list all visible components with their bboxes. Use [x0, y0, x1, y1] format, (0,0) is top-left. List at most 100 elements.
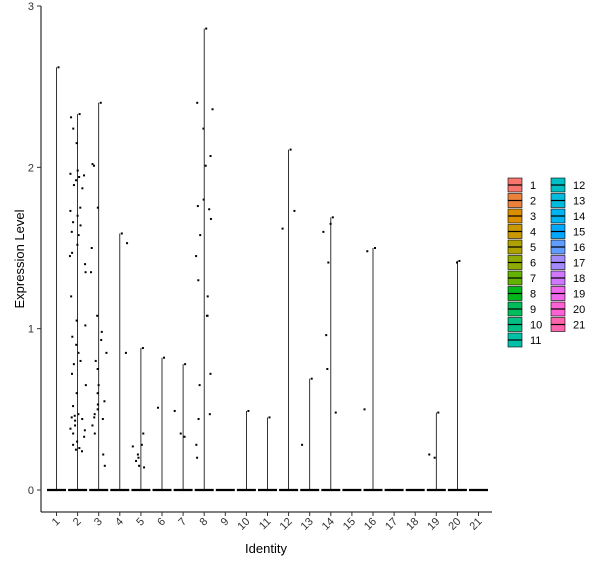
point	[97, 384, 100, 387]
point	[301, 443, 304, 446]
legend-label: 19	[573, 289, 585, 301]
legend-item-15: 15	[550, 224, 585, 239]
point	[84, 384, 87, 387]
point	[72, 432, 75, 435]
point	[84, 271, 87, 274]
legend-item-2: 2	[507, 193, 536, 208]
point	[74, 419, 77, 422]
y-axis-title: Expression Level	[12, 209, 27, 308]
point	[206, 295, 209, 298]
point	[102, 453, 105, 456]
point	[140, 443, 143, 446]
legend-label: 17	[573, 258, 585, 270]
legend-label: 15	[573, 227, 585, 239]
point	[208, 208, 211, 211]
x-ticks: 1 2 3 4 5 6 7 8 9 10 11 12 13 14 15 16 17 18 19 20 21	[50, 512, 485, 533]
point	[199, 234, 202, 237]
legend-label: 8	[530, 289, 536, 301]
legend-label: 21	[573, 320, 585, 332]
point	[73, 414, 76, 417]
legend-label: 7	[530, 273, 536, 285]
legend-label: 16	[573, 242, 585, 254]
legend-item-8: 8	[507, 286, 536, 301]
x-axis-title: Identity	[245, 541, 287, 556]
point	[195, 443, 198, 446]
point	[326, 368, 329, 370]
legend-item-20: 20	[550, 301, 585, 317]
point	[124, 351, 127, 354]
point	[202, 198, 205, 201]
point	[366, 250, 369, 253]
point	[70, 295, 73, 298]
x-tick-label-19: 19	[425, 516, 442, 533]
point	[195, 255, 198, 258]
point	[70, 116, 73, 119]
point	[331, 216, 334, 219]
x-tick-label-13: 13	[299, 516, 316, 533]
x-tick-label-3: 3	[92, 516, 105, 529]
x-tick-label-16: 16	[362, 516, 379, 533]
point	[91, 424, 94, 427]
point	[428, 453, 431, 456]
point	[96, 368, 99, 370]
y-tick-label-3: 3	[28, 1, 34, 13]
point	[327, 261, 330, 264]
point	[94, 359, 97, 362]
point	[131, 445, 134, 448]
point	[74, 424, 77, 427]
point	[456, 261, 459, 264]
point	[322, 230, 325, 233]
legend-item-4: 4	[507, 224, 536, 239]
legend-label: 6	[530, 258, 536, 270]
legend-label: 5	[530, 242, 536, 254]
point	[374, 247, 376, 249]
point	[334, 411, 337, 414]
point	[77, 351, 80, 354]
point	[143, 466, 146, 469]
point	[76, 214, 79, 217]
legend-item-11: 11	[507, 332, 541, 348]
legend-item-21: 21	[550, 317, 585, 332]
x-tick-label-2: 2	[71, 516, 84, 529]
point	[76, 169, 79, 172]
points-layer	[57, 27, 461, 469]
legend-item-6: 6	[507, 255, 536, 270]
legend-label: 3	[530, 211, 536, 223]
point	[103, 400, 106, 403]
x-tick-label-20: 20	[446, 516, 463, 533]
x-tick-label-18: 18	[404, 516, 421, 533]
point	[93, 164, 96, 167]
x-tick-label-14: 14	[320, 516, 337, 533]
point	[78, 113, 81, 116]
point	[81, 418, 84, 421]
point	[183, 435, 186, 438]
x-tick-label-15: 15	[341, 516, 358, 533]
legend-label: 4	[530, 227, 536, 239]
legend-item-13: 13	[550, 193, 585, 208]
legend-label: 11	[530, 335, 541, 347]
point	[81, 187, 84, 190]
point	[90, 247, 93, 249]
point	[173, 409, 176, 412]
x-tick-label-6: 6	[155, 516, 168, 529]
point	[437, 411, 440, 414]
point	[75, 343, 78, 346]
point	[84, 324, 87, 327]
legend-item-7: 7	[507, 270, 536, 286]
point	[205, 27, 208, 30]
point	[135, 459, 138, 462]
legend-item-12: 12	[550, 177, 585, 193]
point	[204, 164, 207, 167]
legend-item-10: 10	[507, 317, 542, 332]
point	[70, 230, 73, 233]
point	[458, 259, 461, 262]
point	[209, 372, 212, 375]
point	[196, 456, 199, 459]
point	[81, 450, 84, 453]
x-tick-label-11: 11	[257, 516, 274, 533]
point	[70, 372, 73, 375]
point	[72, 363, 75, 366]
x-tick-label-5: 5	[134, 516, 147, 529]
